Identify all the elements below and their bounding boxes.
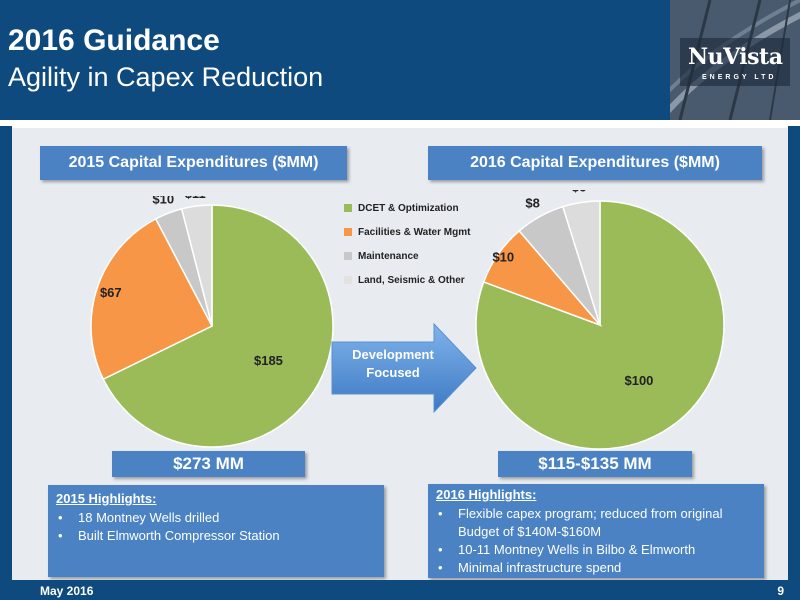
footer-date: May 2016: [40, 584, 94, 598]
pie-slice: [180, 204, 213, 327]
highlight-item: Built Elmworth Compressor Station: [56, 527, 376, 545]
pie-slice-label: $185: [254, 353, 283, 368]
footer-bar: [0, 580, 800, 600]
chart-legend: DCET & Optimization Facilities & Water M…: [344, 196, 470, 292]
legend-label: DCET & Optimization: [358, 202, 459, 214]
pie-slice: [102, 204, 334, 448]
pie-slice-label: $6: [572, 190, 586, 195]
legend-item: Land, Seismic & Other: [344, 268, 470, 292]
highlight-item: 18 Montney Wells drilled: [56, 509, 376, 527]
pie-slice-label: $10: [152, 196, 174, 207]
highlights-2016: 2016 Highlights: Flexible capex program;…: [428, 484, 764, 578]
page-number: 9: [777, 584, 784, 598]
legend-swatch: [344, 204, 352, 212]
staircase-photo: [670, 0, 800, 120]
legend-item: DCET & Optimization: [344, 196, 470, 220]
arrow-label: Development Focused: [338, 346, 448, 382]
pie-slice: [561, 200, 601, 326]
left-section-title: 2015 Capital Expenditures ($MM): [40, 146, 347, 180]
legend-item: Maintenance: [344, 244, 470, 268]
arrow-label-line1: Development: [352, 347, 434, 362]
legend-label: Facilities & Water Mgmt: [358, 226, 471, 238]
highlight-item: Flexible capex program; reduced from ori…: [436, 505, 756, 541]
logo-panel: NuVista ENERGY LTD: [670, 0, 800, 120]
page-subtitle: Agility in Capex Reduction: [8, 62, 324, 92]
header-bar: 2016 Guidance Agility in Capex Reduction: [0, 0, 670, 120]
right-section-title: 2016 Capital Expenditures ($MM): [428, 146, 762, 180]
legend-item: Facilities & Water Mgmt: [344, 220, 470, 244]
pie-chart-2015: $185 $67 $10 $11: [90, 196, 334, 448]
highlights-2015: 2015 Highlights: 18 Montney Wells drille…: [48, 485, 384, 577]
legend-swatch: [344, 252, 352, 260]
development-arrow: [331, 322, 477, 414]
legend-label: Maintenance: [358, 250, 419, 262]
pie-slice: [90, 217, 214, 381]
page-title: 2016 Guidance: [8, 24, 220, 57]
total-2015: $273 MM: [112, 451, 305, 477]
highlights-title: 2015 Highlights:: [56, 491, 157, 506]
legend-swatch: [344, 228, 352, 236]
highlights-title: 2016 Highlights:: [436, 487, 537, 502]
pie-slice-label: $10: [492, 250, 514, 265]
content-frame-left: [0, 126, 12, 582]
pie-chart-2016: $100 $10 $8 $6: [475, 190, 725, 450]
total-2016: $115-$135 MM: [498, 451, 692, 477]
pie-slice-label: $11: [185, 196, 206, 201]
pie-slice-label: $8: [525, 196, 539, 211]
content-frame-right: [788, 126, 800, 582]
legend-label: Land, Seismic & Other: [358, 274, 465, 286]
company-logo: NuVista: [688, 44, 783, 70]
company-logo-tagline: ENERGY LTD: [702, 74, 777, 81]
arrow-label-line2: Focused: [366, 365, 420, 380]
pie-slice-label: $67: [100, 285, 122, 300]
pie-slice-label: $100: [624, 373, 653, 388]
highlight-item: 10-11 Montney Wells in Bilbo & Elmworth: [436, 541, 756, 559]
legend-swatch: [344, 276, 352, 284]
highlight-item: Minimal infrastructure spend: [436, 559, 756, 577]
